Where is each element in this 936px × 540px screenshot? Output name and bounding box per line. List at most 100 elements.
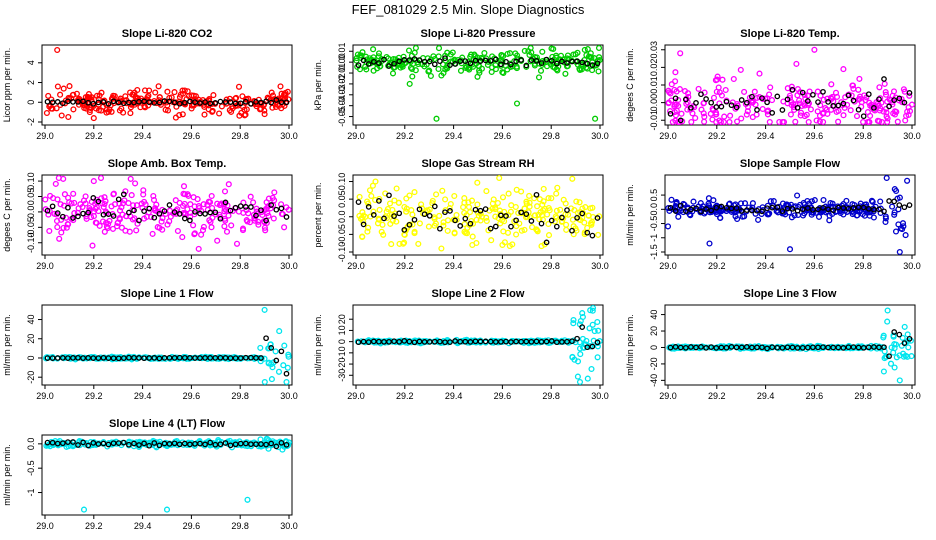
data-point [544, 211, 551, 218]
reference-point [391, 60, 397, 67]
reference-point [95, 441, 102, 447]
y-tick-label: 0 [26, 100, 36, 105]
reference-point [166, 354, 173, 361]
panel-title: Slope Sample Flow [740, 158, 841, 170]
reference-point [136, 217, 142, 224]
reference-point [703, 345, 709, 351]
data-point [223, 228, 231, 235]
reference-point [227, 99, 234, 105]
data-point [749, 204, 756, 211]
data-point [70, 106, 77, 113]
reference-point [442, 55, 448, 62]
reference-point [253, 212, 259, 219]
data-point [908, 101, 916, 108]
reference-point [421, 339, 428, 345]
reference-point [728, 102, 735, 109]
data-point [665, 100, 672, 107]
reference-point [355, 62, 362, 69]
data-point [285, 351, 292, 358]
data-point [70, 190, 77, 197]
reference-point [698, 91, 704, 98]
data-point [221, 188, 229, 195]
data-point [900, 353, 907, 360]
data-point [122, 93, 129, 100]
reference-point [49, 99, 56, 106]
data-point [54, 224, 61, 231]
data-point [267, 96, 274, 103]
data-point [121, 197, 128, 204]
data-point [433, 191, 440, 198]
data-point [579, 310, 586, 317]
reference-point [406, 221, 413, 228]
data-point [194, 196, 201, 203]
reference-point [161, 208, 168, 214]
data-point [432, 220, 439, 227]
data-point [110, 191, 117, 198]
reference-point [181, 215, 188, 222]
reference-point [131, 440, 137, 447]
data-point [61, 440, 68, 447]
reference-point [212, 355, 219, 361]
data-point [523, 198, 530, 205]
reference-point [845, 205, 852, 212]
data-point [268, 376, 275, 383]
data-point [451, 192, 458, 200]
reference-point [447, 62, 453, 68]
reference-point [523, 62, 530, 69]
data-point [576, 65, 583, 72]
reference-point [141, 355, 147, 362]
data-point [366, 187, 374, 194]
data-point [788, 99, 795, 106]
data-point [767, 198, 774, 205]
data-point [403, 195, 410, 202]
reference-point [503, 213, 509, 219]
reference-point [248, 441, 254, 448]
data-point [743, 111, 750, 118]
data-point [90, 178, 97, 185]
reference-point [381, 215, 387, 222]
data-point [261, 224, 268, 231]
data-point [570, 320, 577, 327]
reference-point [523, 211, 530, 217]
reference-point [431, 203, 438, 210]
reference-point [437, 225, 443, 232]
data-point [133, 202, 140, 209]
data-point [117, 98, 125, 105]
data-point [509, 241, 516, 248]
data-point [429, 197, 436, 204]
data-point [271, 189, 278, 196]
data-point [507, 208, 514, 215]
x-tick-label: 29.2 [708, 261, 726, 271]
data-point [200, 223, 207, 230]
data-point [262, 227, 269, 234]
data-point [891, 211, 898, 218]
data-point [74, 209, 81, 216]
reference-point [232, 441, 239, 448]
x-tick-label: 30.0 [591, 391, 609, 401]
y-tick-label: -20 [337, 358, 347, 371]
reference-point [825, 206, 831, 213]
data-point [898, 98, 905, 106]
data-point [797, 112, 804, 119]
data-point [217, 201, 224, 208]
data-point [801, 201, 808, 208]
y-tick-label: 40 [649, 310, 659, 320]
reference-point [594, 339, 601, 346]
reference-point [764, 345, 770, 352]
data-point [492, 66, 499, 73]
data-point [794, 192, 801, 199]
data-point [507, 63, 514, 71]
data-point [675, 213, 682, 220]
data-point [671, 101, 678, 108]
reference-point [217, 441, 224, 448]
reference-point [370, 338, 377, 345]
data-point [484, 61, 491, 68]
data-point [405, 47, 413, 54]
reference-point [181, 354, 188, 361]
data-point [275, 368, 283, 375]
data-point [668, 81, 675, 88]
data-point [869, 198, 876, 205]
data-point [826, 217, 833, 224]
data-point [466, 209, 474, 216]
reference-point [396, 58, 403, 65]
